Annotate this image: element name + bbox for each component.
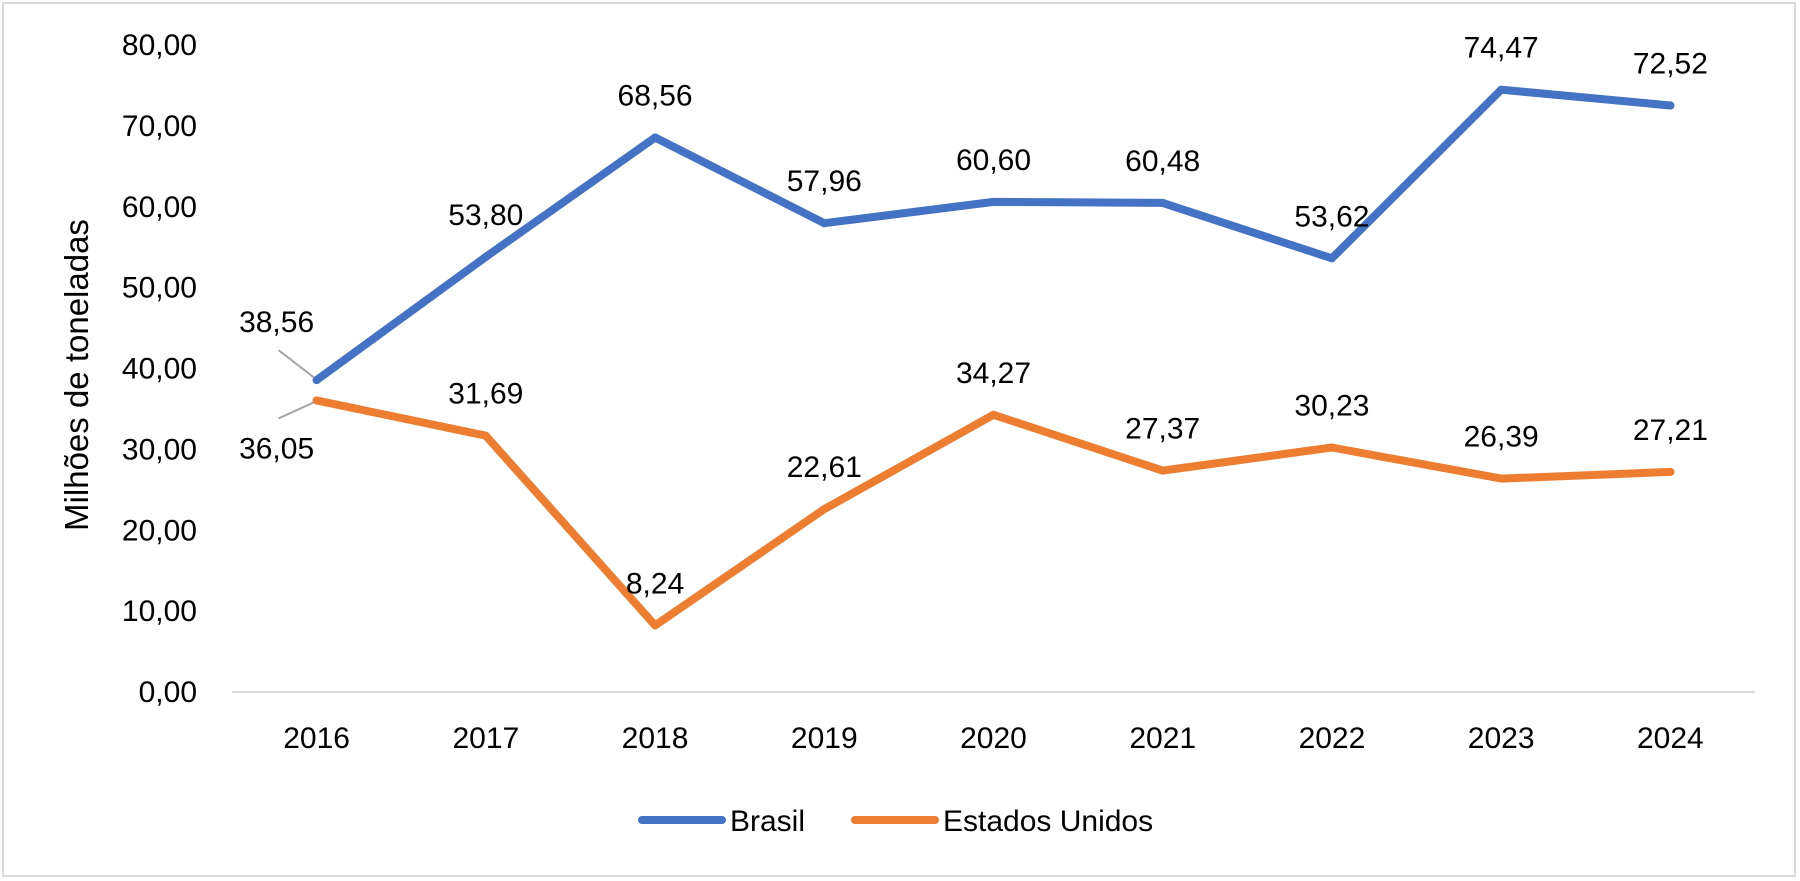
data-point <box>989 410 998 419</box>
data-label: 74,47 <box>1464 32 1539 65</box>
data-point <box>1666 467 1675 476</box>
y-axis: 0,00 10,00 20,00 30,00 40,00 50,00 60,00 70,00 8… <box>122 29 197 709</box>
data-point <box>1497 85 1506 94</box>
x-tick-label: 2021 <box>1129 722 1196 755</box>
leader-line <box>278 401 315 420</box>
data-point <box>1158 198 1167 207</box>
data-label: 36,05 <box>239 432 314 465</box>
data-label: 27,37 <box>1125 413 1200 446</box>
data-label: 30,23 <box>1294 390 1369 423</box>
data-point <box>1158 466 1167 475</box>
y-axis-title: Milhões de toneladas <box>58 219 95 531</box>
x-tick-label: 2024 <box>1637 722 1704 755</box>
legend-label: Estados Unidos <box>943 805 1153 838</box>
data-point <box>1327 254 1336 263</box>
x-axis: 2016 2017 2018 2019 2020 2021 2022 2023 2024 <box>232 691 1755 755</box>
data-label: 53,80 <box>448 199 523 232</box>
data-label: 72,52 <box>1633 47 1708 80</box>
y-tick-label: 30,00 <box>122 433 197 466</box>
data-label: 60,60 <box>956 144 1031 177</box>
data-point <box>820 219 829 228</box>
data-point <box>312 376 321 385</box>
y-tick-label: 70,00 <box>122 110 197 143</box>
data-label: 57,96 <box>787 165 862 198</box>
y-tick-label: 20,00 <box>122 514 197 547</box>
legend: Brasil Estados Unidos <box>638 805 1153 838</box>
data-label: 22,61 <box>787 451 862 484</box>
y-tick-label: 80,00 <box>122 29 197 62</box>
data-point <box>481 252 490 261</box>
data-point <box>651 621 660 630</box>
series-layer <box>312 85 1675 630</box>
y-tick-label: 10,00 <box>122 595 197 628</box>
data-label: 8,24 <box>626 567 684 600</box>
x-tick-label: 2022 <box>1299 722 1366 755</box>
y-tick-label: 50,00 <box>122 272 197 305</box>
data-point <box>1666 101 1675 110</box>
x-tick-label: 2016 <box>283 722 350 755</box>
y-tick-label: 60,00 <box>122 191 197 224</box>
y-tick-label: 0,00 <box>139 676 197 709</box>
data-point <box>651 133 660 142</box>
legend-label: Brasil <box>730 805 805 838</box>
series-line-0 <box>312 85 1675 385</box>
data-label: 60,48 <box>1125 145 1200 178</box>
y-tick-label: 40,00 <box>122 353 197 386</box>
data-point <box>1497 474 1506 483</box>
data-label: 38,56 <box>239 306 314 339</box>
data-point <box>820 505 829 514</box>
data-label: 27,21 <box>1633 414 1708 447</box>
data-label: 68,56 <box>618 80 693 113</box>
data-label: 26,39 <box>1464 421 1539 454</box>
data-point <box>312 396 321 405</box>
leader-line <box>278 349 315 378</box>
x-tick-label: 2020 <box>960 722 1027 755</box>
data-point <box>1327 443 1336 452</box>
data-label: 31,69 <box>448 378 523 411</box>
data-point <box>989 197 998 206</box>
x-tick-label: 2023 <box>1468 722 1535 755</box>
data-label: 53,62 <box>1294 200 1369 233</box>
x-tick-label: 2019 <box>791 722 858 755</box>
x-tick-label: 2017 <box>452 722 519 755</box>
data-point <box>481 431 490 440</box>
data-labels: 38,56 53,80 68,56 57,96 60,60 60,48 53,62 74,47… <box>239 32 1708 601</box>
x-tick-label: 2018 <box>622 722 689 755</box>
data-label: 34,27 <box>956 357 1031 390</box>
